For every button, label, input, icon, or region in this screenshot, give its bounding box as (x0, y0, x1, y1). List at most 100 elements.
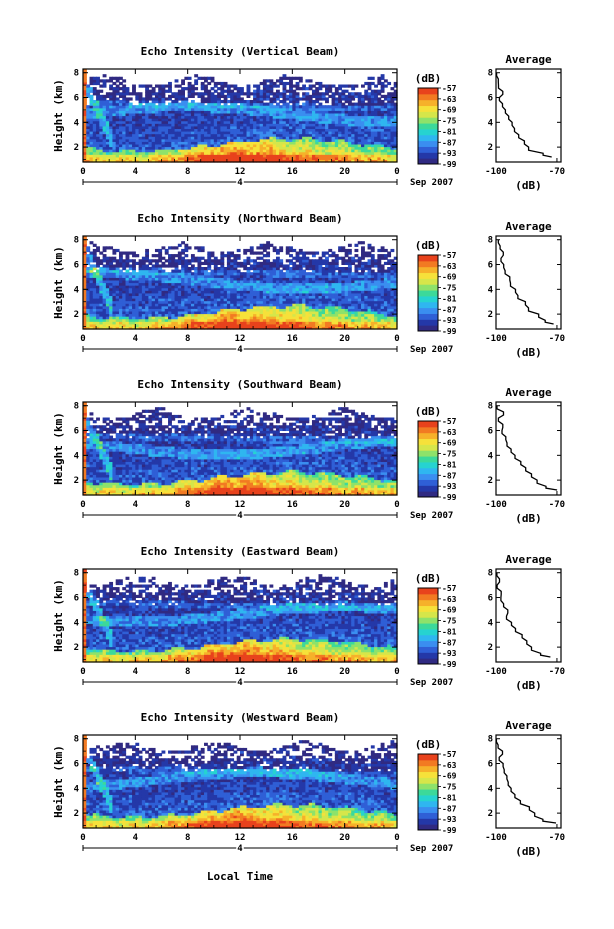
heatmap-cell (282, 81, 287, 86)
heatmap-cell (197, 118, 202, 122)
heatmap-cell (341, 120, 346, 124)
heatmap-cell (295, 131, 300, 135)
heatmap-cell (213, 156, 218, 161)
heatmap-cell (204, 138, 208, 142)
heatmap-cell (272, 118, 277, 122)
heatmap-cell (109, 143, 114, 148)
heatmap-cell (334, 154, 339, 158)
heatmap-cell (115, 128, 120, 132)
colorbar-tick-label: -81 (442, 127, 457, 136)
heatmap-cell (223, 133, 228, 137)
heatmap-cell (361, 112, 365, 117)
heatmap-cell (289, 89, 293, 93)
heatmap-cell (105, 115, 110, 119)
heatmap-cell (187, 128, 192, 132)
heatmap-cell (243, 138, 248, 142)
heatmap-cell (272, 100, 277, 104)
heatmap-cell (347, 92, 352, 96)
heatmap-cell (308, 118, 313, 122)
heatmap-cell (174, 112, 179, 117)
heatmap-cell (259, 100, 264, 104)
heatmap-cell (92, 105, 97, 109)
heatmap-cell (318, 136, 323, 140)
heatmap-cell (112, 156, 117, 161)
heatmap-cell (158, 97, 163, 101)
heatmap-cell (109, 125, 114, 130)
heatmap-cell (285, 94, 290, 99)
heatmap-cell (177, 133, 182, 137)
heatmap-cell (354, 156, 359, 161)
heatmap-cell (138, 133, 143, 137)
heatmap-cell (285, 110, 290, 114)
heatmap-cell (181, 94, 185, 99)
colorbar-swatch (418, 111, 438, 118)
heatmap-cell (220, 151, 225, 155)
heatmap-cell (115, 84, 120, 88)
heatmap-cell (289, 136, 293, 140)
heatmap-cell (154, 100, 159, 104)
heatmap-cell (253, 84, 257, 88)
heatmap-cell (334, 156, 339, 161)
heatmap-cell (262, 123, 267, 127)
heatmap-cell (161, 110, 166, 114)
heatmap-cell (125, 92, 130, 96)
heatmap-cell (187, 120, 192, 124)
heatmap-cell (83, 136, 87, 140)
heatmap-cell (207, 115, 212, 119)
heatmap-cell (83, 81, 87, 86)
heatmap-cell (240, 156, 244, 161)
heatmap-cell (132, 151, 136, 155)
heatmap-cell (204, 123, 208, 127)
heatmap-cell (194, 79, 199, 83)
heatmap-cell (197, 159, 202, 163)
heatmap-cell (308, 138, 313, 142)
heatmap-cell (207, 125, 212, 130)
heatmap-cell (161, 154, 166, 158)
heatmap-cell (298, 151, 303, 155)
heatmap-cell (138, 100, 143, 104)
heatmap-cell (367, 131, 372, 135)
heatmap-cell (118, 143, 123, 148)
heatmap-cell (253, 110, 257, 114)
heatmap-cell (151, 87, 156, 91)
heatmap-cell (246, 128, 251, 132)
heatmap-cell (272, 146, 277, 150)
heatmap-cell (194, 118, 199, 122)
heatmap-cell (145, 105, 150, 109)
heatmap-cell (256, 143, 261, 148)
heatmap-cell (315, 123, 320, 127)
heatmap-cell (158, 154, 163, 158)
heatmap-cell (344, 149, 349, 153)
heatmap-cell (105, 138, 110, 142)
heatmap-cell (351, 151, 356, 155)
heatmap-cell (230, 100, 235, 104)
heatmap-cell (328, 141, 333, 145)
heatmap-cell (298, 76, 303, 80)
heatmap-cell (151, 123, 156, 127)
heatmap-cell (364, 159, 369, 163)
heatmap-cell (289, 112, 293, 117)
heatmap-cell (112, 125, 117, 130)
heatmap-cell (282, 89, 287, 93)
heatmap-cell (132, 120, 136, 124)
heatmap-cell (83, 107, 87, 111)
heatmap-cell (233, 128, 238, 132)
heatmap-cell (132, 159, 136, 163)
heatmap-cell (262, 133, 267, 137)
heatmap-cell (275, 159, 280, 163)
heatmap-cell (204, 120, 208, 124)
heatmap-cell (194, 123, 199, 127)
heatmap-cell (354, 146, 359, 150)
heatmap-cell (311, 110, 316, 114)
heatmap-cell (118, 100, 123, 104)
heatmap-cell (331, 128, 336, 132)
heatmap-cell (236, 94, 241, 99)
heatmap-cell (321, 118, 326, 122)
heatmap-cell (161, 128, 166, 132)
heatmap-cell (236, 159, 241, 163)
date-label: Sep 2007 (410, 178, 453, 188)
heatmap-cell (135, 159, 140, 163)
heatmap-cell (184, 87, 189, 91)
heatmap-cell (249, 107, 254, 111)
heatmap-cell (122, 92, 127, 96)
